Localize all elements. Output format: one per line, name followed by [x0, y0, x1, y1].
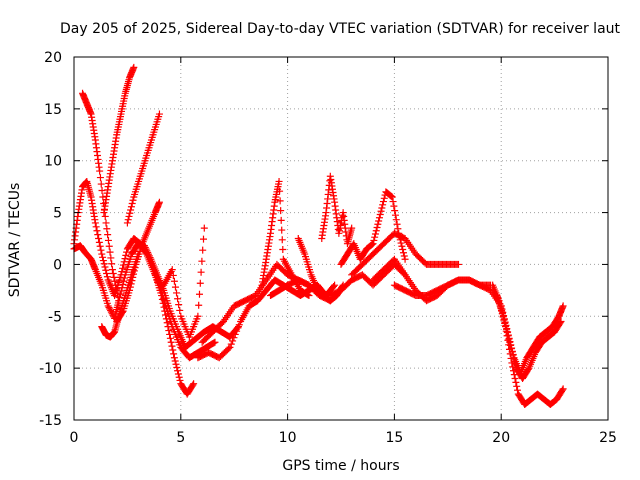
series-track-3	[79, 89, 123, 305]
axes: 0 5 10 15 20 25 -15 -10 -5 0 5 10 15 20	[39, 50, 617, 446]
x-tick-label: 15	[385, 430, 403, 446]
x-tick-label: 10	[279, 430, 297, 446]
y-tick-label: 15	[44, 102, 62, 118]
data-point-markers	[100, 63, 138, 217]
grid	[74, 57, 608, 420]
x-tick-label: 5	[176, 430, 185, 446]
y-axis-label: SDTVAR / TECUs	[7, 183, 23, 298]
data-point-markers	[160, 224, 208, 341]
series-track-9	[160, 224, 208, 341]
data-point-markers	[123, 110, 163, 227]
data-point-markers	[294, 235, 347, 305]
y-tick-label: -5	[48, 309, 62, 325]
data-points	[70, 63, 567, 408]
data-point-markers	[151, 271, 198, 398]
series-track-5	[100, 63, 138, 217]
series-track-1	[70, 240, 242, 351]
plot-frame	[73, 56, 609, 421]
x-axis-label: GPS time / hours	[282, 458, 399, 474]
chart-title: Day 205 of 2025, Sidereal Day-to-day VTE…	[60, 21, 621, 37]
y-tick-label: 5	[53, 206, 62, 222]
y-tick-label: 20	[44, 50, 62, 66]
data-point-markers	[98, 250, 142, 341]
series-track-14	[294, 235, 347, 305]
y-tick-label: 0	[53, 257, 62, 273]
series-track-19	[390, 276, 505, 310]
data-point-markers	[348, 229, 462, 279]
data-point-markers	[497, 302, 567, 377]
series-track-8	[151, 271, 198, 398]
x-tick-label: 25	[599, 430, 617, 446]
series-track-7	[98, 250, 142, 341]
series-track-22	[497, 302, 567, 377]
series-track-15	[318, 172, 356, 248]
data-point-markers	[70, 240, 242, 351]
y-tick-label: -15	[39, 413, 62, 429]
data-point-markers	[318, 172, 356, 248]
data-point-markers	[79, 89, 123, 305]
series-track-6	[123, 110, 163, 227]
x-tick-label: 0	[70, 430, 79, 446]
y-tick-label: 10	[44, 154, 62, 170]
y-tick-label: -10	[39, 361, 62, 377]
data-point-markers	[390, 276, 505, 310]
x-tick-label: 20	[492, 430, 510, 446]
series-track-17	[348, 229, 462, 279]
